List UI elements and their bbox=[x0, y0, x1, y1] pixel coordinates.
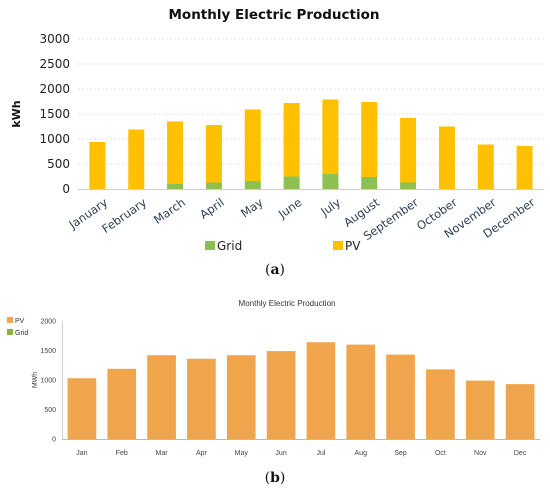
chart-a-bar-pv bbox=[283, 103, 300, 177]
chart-b-bar-pv bbox=[226, 355, 256, 439]
chart-b-category-label: Nov bbox=[474, 450, 487, 457]
chart-b-category-label: Jan bbox=[76, 450, 87, 457]
chart-a-y-tick-label: 2500 bbox=[39, 57, 70, 71]
chart-a-grid bbox=[78, 38, 544, 165]
chart-a-bar-grid bbox=[322, 174, 339, 189]
chart-a-sublabel-letter: a bbox=[270, 262, 279, 278]
chart-a-category-label: July bbox=[317, 195, 343, 219]
chart-a-y-axis-label: kWh bbox=[10, 100, 23, 127]
chart-a-bar-pv bbox=[477, 144, 494, 189]
chart-a-sublabel: (a) bbox=[265, 262, 285, 278]
chart-b-sublabel-open: ( bbox=[265, 470, 270, 486]
chart-a-bar-pv bbox=[516, 146, 533, 189]
chart-b-y-tick-label: 0 bbox=[52, 437, 56, 444]
chart-b-bar-pv bbox=[386, 354, 415, 439]
chart-b-category-label: Jun bbox=[275, 450, 286, 457]
chart-b-category-label: May bbox=[235, 450, 249, 457]
chart-b-sublabel-letter: b bbox=[270, 470, 280, 486]
chart-a-bar-pv bbox=[167, 121, 184, 184]
chart-a-legend: Grid PV bbox=[205, 239, 361, 253]
chart-b-bar-pv bbox=[107, 368, 137, 439]
chart-b-category-labels: Jan Feb Mar Apr May Jun Jul Aug Sep Oct Nov Dec bbox=[76, 450, 527, 457]
chart-a-category-label: May bbox=[238, 195, 266, 220]
chart-a-bar-pv bbox=[400, 118, 417, 183]
chart-a-bar-pv bbox=[205, 125, 222, 183]
chart-b-bars bbox=[67, 342, 535, 439]
chart-a-bar-pv bbox=[361, 102, 378, 177]
chart-a-category-label: February bbox=[99, 195, 149, 236]
chart-b-title: Monthly Electric Production bbox=[239, 299, 336, 308]
chart-b-bar-pv bbox=[67, 378, 97, 439]
chart-b-bar-pv bbox=[505, 384, 535, 439]
chart-a-y-tick-label: 1500 bbox=[39, 107, 70, 121]
chart-a-legend-label: Grid bbox=[217, 239, 242, 253]
chart-b-category-label: Apr bbox=[196, 450, 208, 457]
chart-b-sublabel: (b) bbox=[265, 470, 286, 486]
chart-a-bar-pv bbox=[128, 129, 145, 189]
chart-a-bar-grid bbox=[283, 176, 300, 189]
chart-b-category-label: Aug bbox=[355, 450, 368, 457]
chart-a-bar-grid bbox=[167, 184, 184, 189]
chart-b-bar-pv bbox=[306, 342, 336, 439]
chart-a-category-label: April bbox=[197, 195, 227, 222]
chart-b: Monthly Electric Production MWh 0 500 1000… bbox=[7, 299, 540, 486]
chart-b-bar-pv bbox=[266, 351, 296, 439]
chart-a-sublabel-close: ) bbox=[280, 262, 285, 278]
chart-a-y-ticks: 0 500 1000 1500 2000 2500 3000 bbox=[39, 32, 70, 196]
chart-a-y-tick-label: 3000 bbox=[39, 32, 70, 46]
chart-a-bar-pv bbox=[89, 142, 106, 189]
chart-a-y-tick-label: 500 bbox=[47, 157, 70, 171]
chart-b-category-label: Feb bbox=[116, 450, 128, 457]
chart-b-y-tick-label: 500 bbox=[44, 407, 56, 414]
chart-a-legend-swatch bbox=[333, 241, 343, 250]
chart-b-bar-pv bbox=[187, 358, 216, 439]
chart-a-y-tick-label: 2000 bbox=[39, 82, 70, 96]
chart-b-bar-pv bbox=[346, 344, 376, 439]
chart-a: Monthly Electric Production kWh 0 500 1000… bbox=[10, 7, 544, 278]
chart-a-bar-grid bbox=[400, 182, 417, 189]
chart-a-category-label: June bbox=[275, 195, 304, 221]
chart-b-y-axis-label: MWh bbox=[32, 372, 39, 388]
chart-a-bar-grid bbox=[205, 182, 222, 189]
chart-b-legend-swatch bbox=[7, 329, 13, 335]
chart-a-bar-pv bbox=[322, 99, 339, 174]
chart-a-bar-pv bbox=[438, 126, 455, 189]
chart-b-sublabel-close: ) bbox=[280, 470, 285, 486]
chart-b-bar-pv bbox=[426, 369, 455, 439]
chart-b-legend-label: PV bbox=[15, 318, 25, 325]
chart-a-y-tick-label: 0 bbox=[62, 182, 70, 196]
chart-b-legend-swatch bbox=[7, 317, 13, 323]
chart-b-bar-pv bbox=[465, 380, 495, 439]
chart-b-y-tick-label: 1000 bbox=[40, 378, 56, 385]
chart-b-y-tick-label: 1500 bbox=[40, 348, 56, 355]
chart-a-legend-label: PV bbox=[345, 239, 361, 253]
chart-b-legend: PV Grid bbox=[7, 317, 28, 337]
chart-a-bars bbox=[89, 99, 533, 189]
chart-b-bar-pv bbox=[147, 355, 176, 439]
chart-b-category-label: Mar bbox=[156, 450, 169, 457]
chart-a-bar-grid bbox=[244, 181, 261, 189]
chart-b-category-label: Jul bbox=[316, 450, 325, 457]
chart-b-y-ticks: 0 500 1000 1500 2000 bbox=[40, 319, 56, 444]
chart-a-title: Monthly Electric Production bbox=[168, 7, 379, 23]
chart-a-category-label: March bbox=[151, 195, 188, 227]
chart-b-legend-label: Grid bbox=[15, 330, 28, 337]
chart-a-bar-grid bbox=[361, 177, 378, 189]
chart-b-category-label: Sep bbox=[394, 450, 407, 457]
chart-b-category-label: Oct bbox=[435, 450, 446, 457]
chart-b-category-label: Dec bbox=[514, 450, 527, 457]
chart-a-legend-swatch bbox=[205, 241, 215, 250]
chart-a-sublabel-open: ( bbox=[265, 262, 270, 278]
chart-a-y-tick-label: 1000 bbox=[39, 132, 70, 146]
chart-b-y-tick-label: 2000 bbox=[40, 319, 56, 326]
chart-a-bar-pv bbox=[244, 109, 261, 181]
